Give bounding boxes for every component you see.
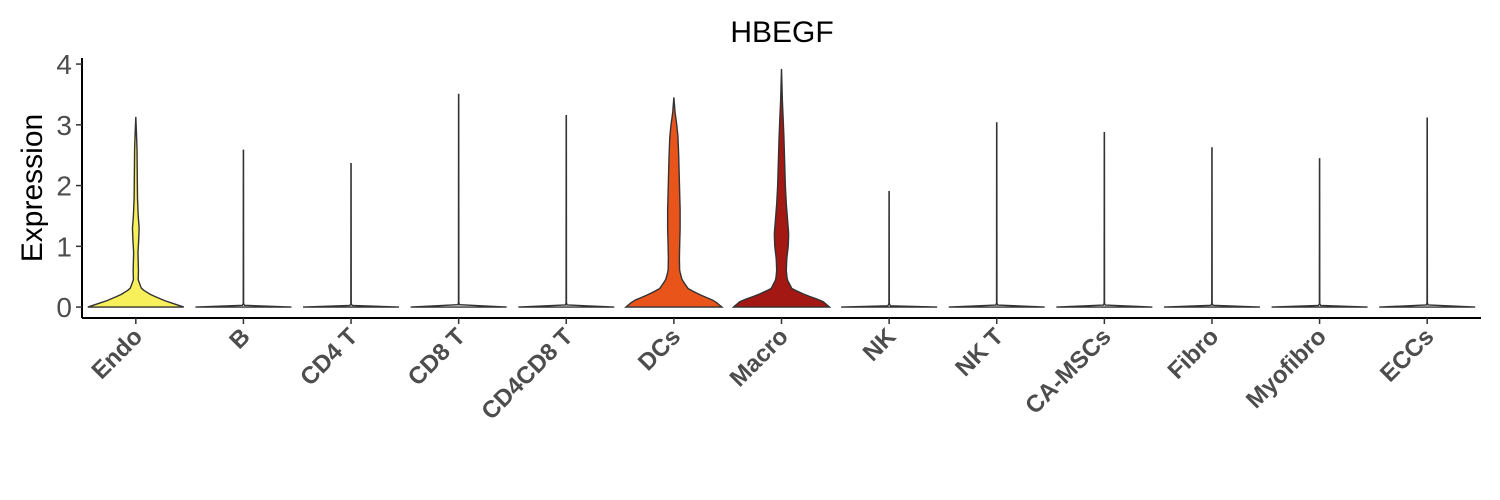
x-tick-label-cd8-t: CD8 T [403, 323, 471, 391]
violins-group [87, 68, 1476, 308]
x-tick-label-nk-t: NK T [950, 323, 1009, 382]
chart-title: HBEGF [730, 16, 833, 49]
violin-ca-mscs [1056, 132, 1153, 308]
x-tick-label-myofibro: Myofibro [1241, 323, 1332, 414]
x-tick-label-cd4-t: CD4 T [295, 323, 363, 391]
violin-nk-t [948, 122, 1045, 308]
violin-myofibro [1271, 158, 1368, 308]
x-tick-label-ca-mscs: CA-MSCs [1020, 323, 1116, 419]
violin-b [195, 149, 292, 308]
violin-eccs [1379, 117, 1476, 308]
violin-fibro [1163, 147, 1260, 308]
violin-endo [87, 116, 185, 308]
violin-cd4-t [303, 163, 400, 308]
x-tick-label-b: B [224, 323, 255, 354]
violin-cd4cd8-t [518, 115, 615, 308]
violin-dcs [623, 97, 724, 308]
y-axis: 0 1 2 3 4 [56, 49, 83, 323]
y-tick-label-0: 0 [56, 292, 72, 323]
x-tick-label-dcs: DCs [633, 323, 686, 376]
y-tick-label-1: 1 [56, 231, 72, 262]
y-tick-label-3: 3 [56, 110, 72, 141]
x-axis: Endo B CD4 T CD8 T CD4CD8 T DCs Macro NK NK T CA-… [82, 317, 1481, 425]
y-axis-label: Expression [16, 114, 49, 262]
violin-nk [841, 190, 938, 308]
x-tick-label-macro: Macro [725, 323, 794, 392]
violin-cd8-t [410, 93, 507, 308]
x-tick-label-eccs: ECCs [1375, 323, 1439, 387]
y-tick-label-2: 2 [56, 171, 72, 202]
x-tick-label-endo: Endo [87, 323, 149, 385]
x-tick-label-fibro: Fibro [1163, 323, 1225, 385]
x-tick-label-cd4cd8-t: CD4CD8 T [476, 323, 578, 425]
y-tick-label-4: 4 [56, 49, 72, 80]
violin-macro [731, 68, 832, 308]
x-tick-label-nk: NK [858, 323, 902, 367]
